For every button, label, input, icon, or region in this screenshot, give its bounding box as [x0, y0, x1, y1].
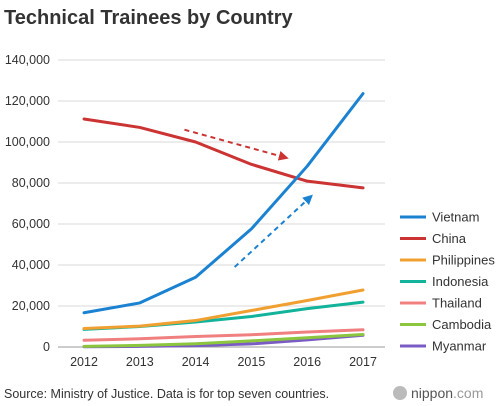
brand-prefix: nippon — [411, 385, 453, 401]
y-tick-label: 0 — [43, 340, 50, 354]
legend-label: Philippines — [432, 253, 495, 268]
y-tick-label: 80,000 — [12, 176, 50, 190]
y-tick-label: 140,000 — [5, 53, 50, 67]
legend-label: Vietnam — [432, 210, 479, 225]
trend-arrows — [184, 128, 313, 268]
x-tick-label: 2012 — [70, 355, 98, 369]
gridlines — [58, 59, 385, 348]
x-tick-label: 2013 — [126, 355, 154, 369]
y-tick-label: 20,000 — [12, 299, 50, 313]
legend-label: Myanmar — [432, 339, 487, 354]
brand-text: nippon.com — [411, 385, 483, 401]
series-lines — [82, 92, 365, 349]
series-line-vietnam — [82, 92, 365, 315]
brand-mark-icon — [393, 386, 407, 400]
y-tick-label: 40,000 — [12, 258, 50, 272]
legend-label: Thailand — [432, 296, 482, 311]
x-axis: 2012 2013 2014 2015 2016 2017 — [70, 355, 377, 369]
y-tick-label: 60,000 — [12, 217, 50, 231]
chart-title: Technical Trainees by Country — [4, 7, 293, 29]
legend-label: Indonesia — [432, 274, 489, 289]
series-line-cambodia — [82, 332, 365, 348]
brand-suffix: .com — [453, 385, 483, 401]
trend-arrow — [233, 194, 313, 268]
y-tick-label: 120,000 — [5, 94, 50, 108]
series-line-philippines — [82, 288, 365, 331]
legend: Vietnam China Philippines Indonesia Thailand… — [400, 210, 495, 354]
legend-label: Cambodia — [432, 317, 492, 332]
x-tick-label: 2016 — [293, 355, 321, 369]
legend-label: China — [432, 231, 467, 246]
x-tick-label: 2017 — [349, 355, 377, 369]
brand-logo: nippon.com — [393, 385, 483, 401]
source-note: Source: Ministry of Justice. Data is for… — [4, 387, 329, 401]
series-line-thailand — [82, 328, 365, 342]
series-line-china — [82, 117, 365, 190]
x-tick-label: 2015 — [237, 355, 265, 369]
x-tick-label: 2014 — [182, 355, 210, 369]
y-axis: 0 20,000 40,000 60,000 80,000 100,000 120,000 1… — [5, 53, 50, 354]
y-tick-label: 100,000 — [5, 135, 50, 149]
